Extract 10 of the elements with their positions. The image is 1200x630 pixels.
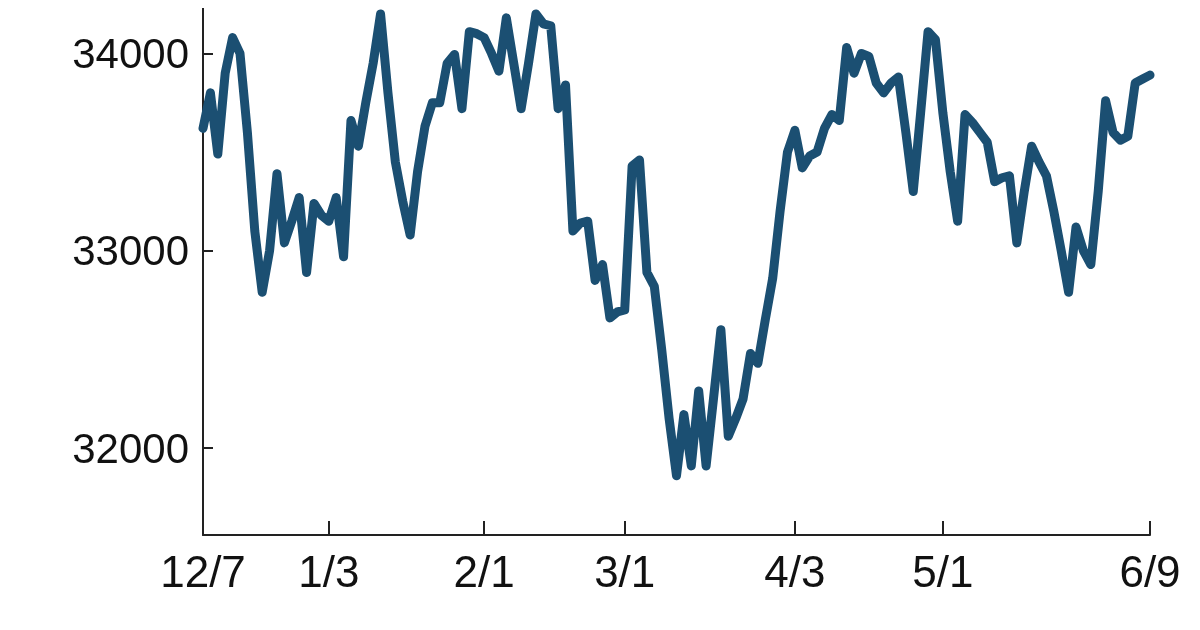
y-tick-label: 34000 xyxy=(72,29,189,77)
x-tick-label: 6/9 xyxy=(1119,546,1181,596)
x-tick-label: 4/3 xyxy=(764,546,826,596)
x-tick-label: 2/1 xyxy=(453,546,515,596)
x-tick-label: 5/1 xyxy=(912,546,974,596)
x-tick-label: 12/7 xyxy=(160,546,246,596)
y-tick-label: 32000 xyxy=(72,424,189,472)
x-tick-label: 3/1 xyxy=(594,546,656,596)
y-tick-label: 33000 xyxy=(72,227,189,275)
x-tick-label: 1/3 xyxy=(298,546,360,596)
